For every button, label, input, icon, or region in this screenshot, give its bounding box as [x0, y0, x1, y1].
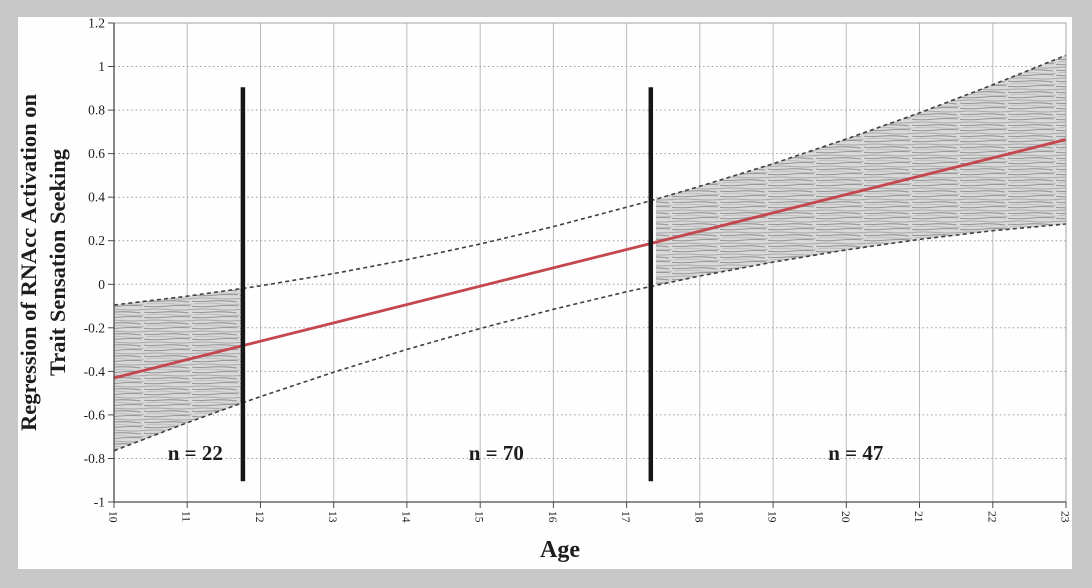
y-tick-label: 0.6	[88, 146, 105, 161]
y-tick-label: 0	[98, 277, 105, 292]
n-annotation: n = 47	[828, 441, 883, 465]
figure-background	[18, 17, 1072, 569]
y-tick-label: 0.2	[88, 233, 105, 248]
x-tick-label: 13	[326, 511, 338, 523]
x-tick-label: 23	[1059, 511, 1071, 523]
y-tick-label: -0.8	[84, 451, 106, 466]
x-tick-label: 20	[839, 511, 851, 523]
y-tick-label: 1	[98, 59, 105, 74]
y-tick-label: -0.2	[84, 320, 105, 335]
n-annotation: n = 70	[469, 441, 524, 465]
significance-shading-right	[655, 55, 1066, 286]
x-axis-title: Age	[540, 537, 580, 563]
x-tick-label: 15	[473, 511, 485, 523]
y-tick-label: -0.4	[84, 364, 106, 379]
x-tick-label: 16	[546, 511, 558, 523]
ci-lower-line	[113, 223, 1067, 452]
x-tick-label: 10	[107, 511, 119, 523]
x-tick-label: 11	[180, 511, 192, 522]
y-tick-label: 1.2	[88, 16, 105, 31]
x-tick-label: 17	[619, 511, 631, 523]
x-tick-label: 21	[912, 511, 924, 523]
significance-shading-left	[114, 288, 243, 451]
y-tick-label: -0.6	[84, 407, 106, 422]
y-axis-title-line2: Trait Sensation Seeking	[45, 148, 70, 376]
x-tick-label: 19	[766, 511, 778, 523]
y-axis-title-line1: Regression of RNAcc Activation on	[16, 93, 41, 431]
ci-upper-line	[113, 54, 1067, 306]
regression-line	[113, 138, 1067, 380]
x-tick-label: 22	[985, 511, 997, 523]
y-tick-label: 0.4	[88, 190, 105, 205]
n-annotation: n = 22	[168, 441, 223, 465]
x-tick-label: 14	[399, 511, 411, 523]
y-tick-label: 0.8	[88, 103, 105, 118]
x-tick-label: 12	[253, 511, 265, 523]
x-tick-label: 18	[692, 511, 704, 523]
y-tick-label: -1	[94, 495, 105, 510]
